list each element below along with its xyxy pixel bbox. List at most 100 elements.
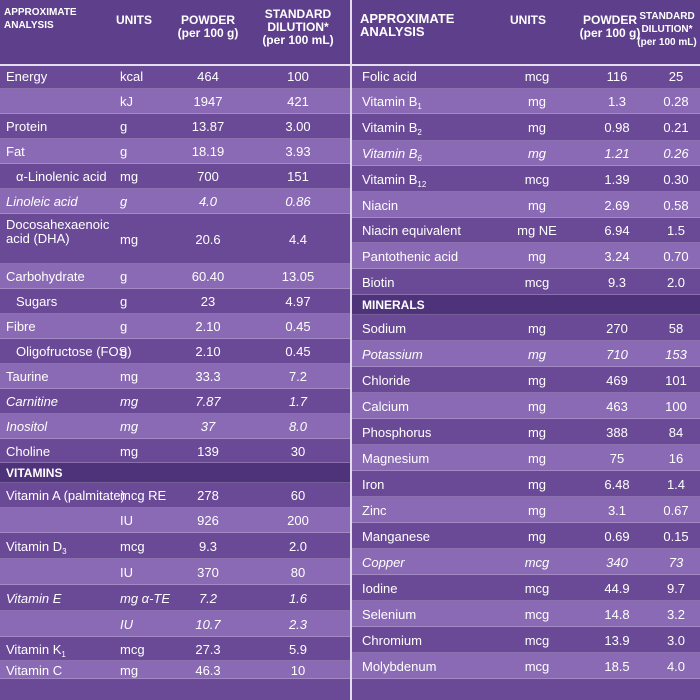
units-cell: mg — [527, 120, 547, 135]
dilution-value: 73 — [668, 554, 684, 570]
table-row: Vitamin B12 mcg 1.39 0.30 — [352, 166, 700, 192]
table-row: IU 10.7 2.3 — [0, 611, 350, 637]
dilution-value: 1.5 — [666, 223, 686, 238]
nutrient-name: Taurine — [6, 369, 49, 384]
units-cell: mg — [120, 369, 139, 384]
nutrient-name: Oligofructose (FOS) — [16, 344, 132, 359]
units-cell: mcg RE — [120, 488, 167, 503]
powder-value: 370 — [197, 564, 219, 580]
nutrient-name: Magnesium — [362, 450, 430, 466]
table-row: Inositol mg 37 8.0 — [0, 414, 350, 439]
nutrient-name: Iron — [362, 476, 385, 492]
powder-value: 20.6 — [195, 231, 221, 247]
table-row: Iodine mcg 44.9 9.7 — [352, 575, 700, 601]
dilution-value: 4.97 — [285, 294, 311, 309]
units-cell: g — [120, 294, 128, 309]
nutrient-name: Docosahexaenoic acid (DHA) — [6, 217, 110, 246]
dilution-value: 100 — [665, 398, 687, 414]
powder-value: 139 — [197, 443, 219, 459]
table-row: Vitamin A (palmitate) mcg RE 278 60 — [0, 483, 350, 508]
powder-value: 463 — [606, 398, 628, 414]
powder-value: 46.3 — [195, 662, 221, 678]
powder-value: 116 — [606, 69, 628, 84]
table-row: Vitamin B2 mg 0.98 0.21 — [352, 114, 700, 141]
nutrient-name: Fibre — [6, 319, 36, 334]
units-cell: mg — [527, 346, 547, 362]
units-cell: mg — [527, 248, 547, 264]
powder-value: 9.3 — [198, 538, 218, 554]
nutrient-name: Chromium — [362, 632, 422, 648]
right-table-header: APPROXIMATE ANALYSIS UNITS POWDER (per 1… — [352, 0, 700, 66]
units-cell: mg — [527, 398, 547, 414]
powder-value: 1947 — [193, 94, 223, 109]
dilution-value: 80 — [290, 564, 306, 580]
powder-value: 37 — [200, 419, 216, 434]
left-table-header: APPROXIMATE ANALYSIS UNITS POWDER (per 1… — [0, 0, 350, 66]
units-cell: mcg — [524, 554, 550, 570]
dilution-value: 0.70 — [663, 248, 689, 264]
table-row: Docosahexaenoic acid (DHA) mg 20.6 4.4 — [0, 214, 350, 264]
powder-value: 7.87 — [195, 394, 221, 409]
powder-value: 75 — [609, 450, 625, 466]
powder-value: 44.9 — [604, 580, 630, 596]
table-row: Vitamin B6 mg 1.21 0.26 — [352, 141, 700, 166]
dilution-value: 9.7 — [666, 580, 686, 596]
units-cell: mg — [120, 419, 139, 434]
units-cell: g — [120, 269, 128, 284]
nutrient-name: Copper — [362, 554, 405, 570]
nutrient-subscript: 1 — [417, 102, 422, 111]
units-cell: mg — [120, 169, 139, 184]
units-cell: mg — [120, 231, 139, 247]
nutrient-name: Energy — [6, 69, 48, 84]
powder-value: 340 — [606, 554, 628, 570]
nutrient-name: Protein — [6, 119, 48, 134]
powder-value: 2.10 — [195, 319, 221, 334]
table-row: kJ 1947 421 — [0, 89, 350, 114]
dilution-value: 0.21 — [663, 120, 689, 135]
dilution-value: 2.3 — [288, 616, 308, 632]
powder-value: 1.39 — [604, 171, 630, 187]
powder-value: 926 — [197, 513, 219, 528]
dilution-value: 60 — [290, 488, 306, 503]
units-cell: mg — [527, 528, 547, 544]
units-cell: kJ — [120, 94, 133, 109]
powder-value: 1.21 — [604, 146, 630, 161]
nutrient-name: Vitamin E — [6, 590, 62, 606]
table-row: Sugars g 23 4.97 — [0, 289, 350, 314]
table-row: Oligofructose (FOS) g 2.10 0.45 — [0, 339, 350, 364]
nutrient-name: Manganese — [362, 528, 430, 544]
dilution-value: 4.0 — [666, 658, 686, 674]
table-row: Copper mcg 340 73 — [352, 549, 700, 575]
nutrient-name: Vitamin B1 — [362, 94, 422, 111]
dilution-value: 0.26 — [663, 146, 689, 161]
powder-value: 60.40 — [191, 269, 225, 284]
table-row: Linoleic acid g 4.0 0.86 — [0, 189, 350, 214]
units-cell: mcg — [524, 632, 550, 648]
units-cell: mg — [527, 197, 547, 213]
header-dilution: STANDARD DILUTION* (per 100 mL) — [262, 7, 334, 47]
header-analysis: APPROXIMATE ANALYSIS — [360, 11, 455, 39]
table-row: Sodium mg 270 58 — [352, 315, 700, 341]
table-row: Vitamin D3 mcg 9.3 2.0 — [0, 533, 350, 559]
dilution-value: 100 — [287, 69, 309, 84]
dilution-value: 421 — [287, 94, 309, 109]
units-cell: mg — [527, 450, 547, 466]
units-cell: g — [120, 344, 128, 359]
dilution-value: 0.30 — [663, 171, 689, 187]
nutrient-name: Sodium — [362, 320, 407, 336]
table-row: Vitamin B1 mg 1.3 0.28 — [352, 89, 700, 114]
nutrient-name: Sugars — [16, 294, 58, 309]
units-cell: mcg — [524, 171, 550, 187]
powder-value: 388 — [606, 424, 628, 440]
powder-value: 10.7 — [195, 616, 221, 632]
powder-value: 18.19 — [191, 144, 225, 159]
header-units: UNITS — [116, 13, 152, 27]
table-row: Carbohydrate g 60.40 13.05 — [0, 264, 350, 289]
table-row: Niacin mg 2.69 0.58 — [352, 192, 700, 218]
powder-value: 464 — [197, 69, 219, 84]
dilution-value: 16 — [668, 450, 684, 466]
units-cell: mg — [120, 443, 139, 459]
dilution-value: 3.00 — [285, 119, 311, 134]
nutrient-name: Inositol — [6, 419, 48, 434]
dilution-value: 84 — [668, 424, 684, 440]
